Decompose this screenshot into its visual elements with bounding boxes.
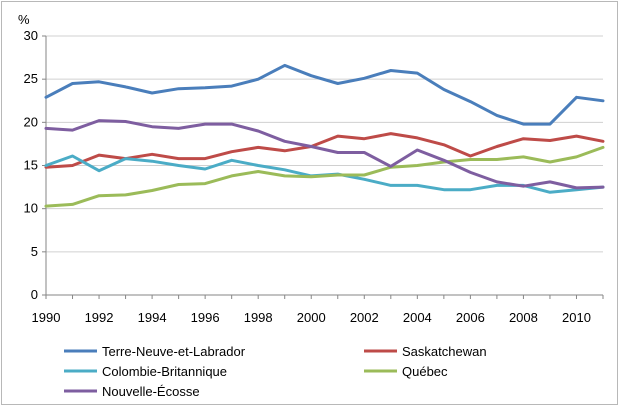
y-tick-label: 10: [24, 201, 38, 216]
series-line-0: [44, 63, 605, 126]
x-tick-label: 2002: [350, 310, 379, 325]
x-tick-label: 1996: [191, 310, 220, 325]
legend-label: Terre-Neuve-et-Labrador: [102, 344, 246, 359]
x-tick-label: 1990: [32, 310, 61, 325]
series-line-4: [44, 119, 605, 190]
x-tick-label: 2006: [456, 310, 485, 325]
legend-label: Saskatchewan: [402, 344, 487, 359]
y-tick-label: 20: [24, 114, 38, 129]
legend: Terre-Neuve-et-Labrador Saskatchewan Colom…: [64, 344, 487, 399]
series-lines: [44, 63, 605, 208]
y-tick-label: 25: [24, 71, 38, 86]
axes: 0 5 10 15 20 25 30 1990 1992 1994 1996 1998 2000 2002…: [24, 28, 604, 325]
y-unit-label: %: [18, 12, 30, 27]
legend-label: Québec: [402, 364, 448, 379]
x-tick-label: 2004: [403, 310, 432, 325]
gridlines: [46, 35, 603, 253]
x-tick-label: 2010: [562, 310, 591, 325]
legend-label: Nouvelle-Écosse: [102, 384, 200, 399]
legend-label: Colombie-Britannique: [102, 364, 227, 379]
y-tick-label: 5: [31, 244, 38, 259]
x-tick-label: 2008: [509, 310, 538, 325]
y-tick-label: 15: [24, 158, 38, 173]
y-tick-label: 0: [31, 287, 38, 302]
x-tick-label: 2000: [297, 310, 326, 325]
y-tick-label: 30: [24, 28, 38, 43]
series-line-1: [44, 132, 605, 169]
x-tick-label: 1994: [138, 310, 167, 325]
x-tick-label: 1998: [244, 310, 273, 325]
x-tick-label: 1992: [85, 310, 114, 325]
series-line-3: [44, 145, 605, 208]
